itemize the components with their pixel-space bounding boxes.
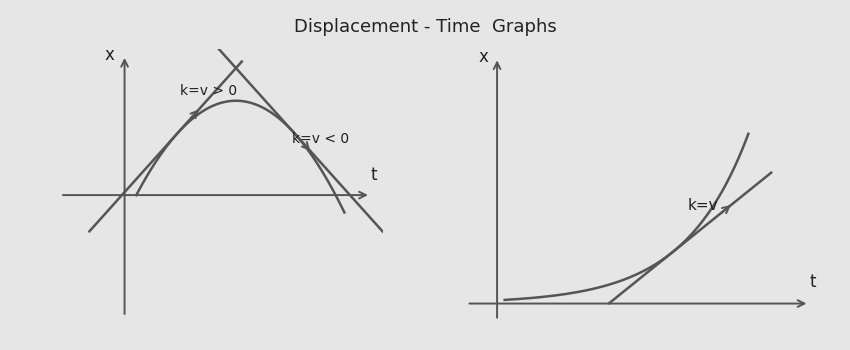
Text: k=v: k=v [688, 198, 718, 213]
Text: k=v > 0: k=v > 0 [180, 84, 237, 98]
Text: t: t [810, 273, 816, 291]
Text: x: x [105, 46, 115, 64]
Text: k=v < 0: k=v < 0 [292, 132, 348, 146]
Text: t: t [371, 166, 377, 184]
Text: Displacement - Time  Graphs: Displacement - Time Graphs [293, 18, 557, 35]
Text: x: x [479, 49, 488, 66]
